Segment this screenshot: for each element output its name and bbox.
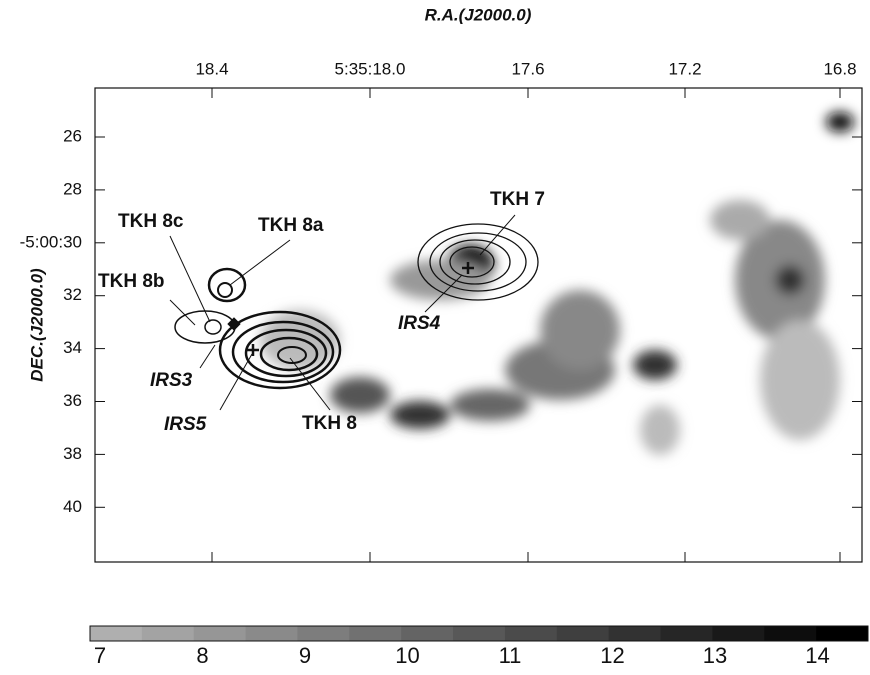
colorbar-tick-label: 10 [395, 643, 419, 668]
colorbar-segment [556, 626, 610, 641]
colorbar-segment [712, 626, 765, 641]
colorbar-segment [816, 626, 869, 641]
y-tick-label: 40 [63, 497, 82, 516]
annotation: IRS3 [150, 370, 193, 391]
colorbar-segment [453, 626, 506, 641]
plot-frame [94, 87, 863, 563]
annotation: IRS5 [164, 414, 207, 435]
colorbar-tick-label: 9 [299, 643, 311, 668]
x-tick-label: 17.6 [511, 59, 544, 78]
x-tick-label: 16.8 [823, 59, 856, 78]
colorbar-segment [608, 626, 662, 641]
leader-lines [169, 214, 516, 411]
y-tick-label: 38 [63, 444, 82, 463]
colorbar-segment [193, 626, 247, 641]
colorbar-segment [297, 626, 350, 641]
image [260, 112, 854, 455]
y-tick-label: 26 [63, 126, 82, 145]
colorbar-tick-label: 7 [94, 643, 106, 668]
x-tick-label: 17.2 [668, 59, 701, 78]
colorbar-segment [245, 626, 298, 641]
y-tick-label: 28 [63, 179, 82, 198]
colorbar-tick-label: 8 [196, 643, 208, 668]
colorbar-frame [89, 625, 869, 642]
y-tick-label: -5:00:30 [20, 232, 82, 251]
annotation: TKH 8c [118, 211, 184, 232]
colorbar-segment [401, 626, 454, 641]
y-tick-label: 36 [63, 391, 82, 410]
colorbar-segment [764, 626, 817, 641]
colorbar-segment [660, 626, 713, 641]
colorbar-segment [349, 626, 402, 641]
colorbar-segment [141, 626, 195, 641]
annotation: TKH 8 [302, 413, 357, 434]
annotation: IRS4 [398, 313, 441, 334]
y-tick-label: 32 [63, 285, 82, 304]
axis-ticks: 18.4 5:35:18.0 17.6 17.2 16.8 26 28 -5:00:30 32 3… [20, 59, 862, 562]
y-axis-label: DEC.(J2000.0) [27, 268, 46, 382]
x-tick-label: 5:35:18.0 [335, 59, 406, 78]
colorbar-tick-label: 13 [703, 643, 727, 668]
colorbar-tick-label: 11 [499, 643, 522, 668]
y-tick-label: 34 [63, 338, 82, 357]
colorbar-tick-label: 14 [805, 643, 829, 668]
x-tick-label: 18.4 [195, 59, 228, 78]
x-axis-label: R.A.(J2000.0) [425, 5, 532, 24]
annotation: TKH 7 [490, 189, 545, 210]
colorbar-tick-label: 12 [600, 643, 624, 668]
annotation: TKH 8b [98, 271, 165, 292]
contours [174, 223, 539, 390]
colorbar-segment [90, 626, 143, 641]
colorbar-segment [504, 626, 558, 641]
annotation: TKH 8a [258, 215, 324, 236]
colorbar: 7 8 9 10 11 12 13 14 [89, 625, 869, 668]
